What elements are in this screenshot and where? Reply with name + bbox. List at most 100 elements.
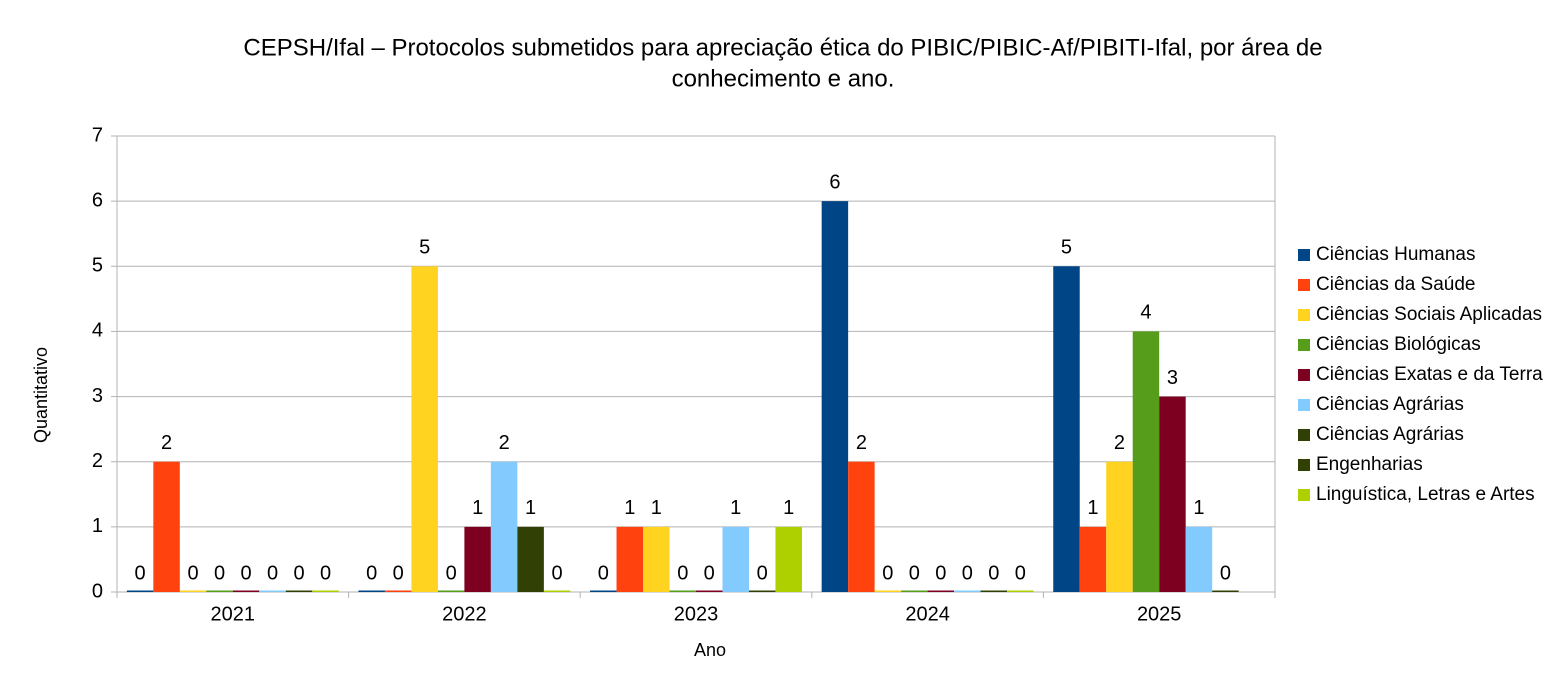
legend-swatch [1298, 279, 1310, 291]
y-tick-label: 5 [92, 255, 103, 277]
data-label: 1 [651, 497, 662, 519]
legend-swatch [1298, 459, 1310, 471]
x-tick-label: 2021 [211, 603, 256, 625]
bar [643, 526, 670, 592]
x-tick-label: 2024 [905, 603, 950, 625]
data-label: 0 [552, 562, 563, 584]
data-label: 4 [1140, 302, 1151, 324]
bar [616, 526, 644, 592]
bar [285, 590, 313, 592]
bar [206, 590, 233, 592]
y-tick-label: 2 [92, 450, 103, 472]
bar [901, 590, 928, 592]
data-label: 0 [935, 562, 946, 584]
data-label: 0 [1220, 562, 1231, 584]
bar [1007, 590, 1034, 592]
data-label: 0 [293, 562, 304, 584]
bar [358, 590, 385, 592]
data-label: 0 [320, 562, 331, 584]
bar [848, 461, 875, 592]
data-label: 1 [1193, 497, 1204, 519]
data-label: 0 [677, 562, 688, 584]
bar [384, 590, 412, 592]
data-label: 0 [882, 562, 893, 584]
bar [669, 590, 696, 592]
data-label: 0 [188, 562, 199, 584]
data-label: 0 [1015, 562, 1026, 584]
bar [543, 590, 571, 592]
bar [1106, 461, 1133, 592]
data-label: 1 [624, 497, 635, 519]
data-label: 2 [161, 432, 172, 454]
data-label: 0 [135, 562, 146, 584]
bar [464, 526, 491, 592]
legend-label: Engenharias [1316, 454, 1423, 475]
bar [1159, 396, 1186, 592]
bar [590, 590, 617, 592]
legend-label: Ciências da Saúde [1316, 274, 1476, 295]
bar [490, 461, 518, 592]
bar [312, 590, 339, 592]
bar [980, 590, 1008, 592]
data-label: 0 [757, 562, 768, 584]
bar [927, 590, 955, 592]
y-tick-label: 1 [92, 515, 103, 537]
data-label: 0 [446, 562, 457, 584]
bar [722, 526, 749, 592]
x-tick-label: 2025 [1137, 603, 1182, 625]
legend-label: Ciências Agrárias [1316, 394, 1464, 415]
y-tick-label: 7 [92, 124, 103, 146]
legend-swatch [1298, 339, 1310, 351]
legend-label: Linguística, Letras e Artes [1316, 484, 1535, 505]
data-label: 0 [909, 562, 920, 584]
data-label: 0 [240, 562, 251, 584]
chart-subtitle: conhecimento e ano. [672, 65, 895, 92]
bar [821, 201, 849, 592]
data-label: 6 [829, 171, 840, 193]
x-tick-label: 2023 [674, 603, 719, 625]
data-label: 0 [988, 562, 999, 584]
data-label: 2 [499, 432, 510, 454]
chart-title: CEPSH/Ifal – Protocolos submetidos para … [243, 34, 1322, 61]
data-label: 1 [1087, 497, 1098, 519]
data-label: 0 [598, 562, 609, 584]
legend-swatch [1298, 309, 1310, 321]
data-label: 3 [1167, 367, 1178, 389]
data-label: 2 [1114, 432, 1125, 454]
legend-swatch [1298, 399, 1310, 411]
legend-label: Ciências Sociais Aplicadas [1316, 304, 1542, 325]
y-axis-label: Quantitativo [31, 347, 51, 443]
bar [1212, 590, 1239, 592]
data-label: 0 [962, 562, 973, 584]
bar [517, 526, 544, 592]
data-label: 0 [393, 562, 404, 584]
data-label: 0 [366, 562, 377, 584]
data-label: 1 [525, 497, 536, 519]
x-tick-label: 2022 [442, 603, 487, 625]
bar [1053, 266, 1080, 592]
data-label: 0 [214, 562, 225, 584]
y-tick-label: 0 [92, 580, 103, 602]
bar [748, 590, 776, 592]
bar [153, 461, 180, 592]
bar [696, 590, 723, 592]
legend-label: Ciências Humanas [1316, 244, 1475, 265]
bar [179, 590, 207, 592]
bar [954, 590, 981, 592]
bar [1079, 526, 1107, 592]
bar [411, 266, 438, 592]
data-label: 0 [267, 562, 278, 584]
bar [437, 590, 465, 592]
x-axis-label: Ano [694, 640, 726, 660]
data-label: 1 [730, 497, 741, 519]
y-tick-label: 6 [92, 189, 103, 211]
bar [1132, 331, 1160, 592]
data-label: 1 [783, 497, 794, 519]
legend-label: Ciências Biológicas [1316, 334, 1481, 355]
data-label: 5 [419, 237, 430, 259]
y-tick-label: 4 [92, 320, 103, 342]
legend-label: Ciências Exatas e da Terra [1316, 364, 1543, 385]
data-label: 5 [1061, 237, 1072, 259]
data-label: 1 [472, 497, 483, 519]
bar [259, 590, 286, 592]
